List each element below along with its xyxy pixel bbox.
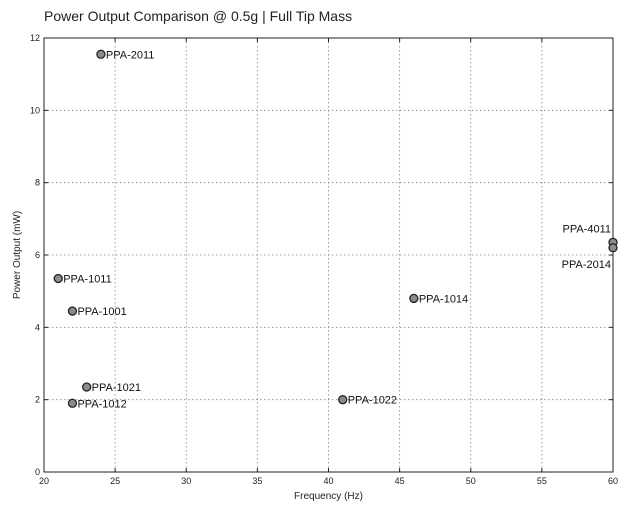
point-label: PPA-2014 xyxy=(562,259,611,271)
data-point xyxy=(53,273,63,284)
grid-lines xyxy=(44,38,613,472)
point-label: PPA-1014 xyxy=(419,293,468,305)
x-tick-label: 20 xyxy=(39,476,49,486)
x-tick-label: 50 xyxy=(466,476,476,486)
y-tick-label: 4 xyxy=(35,322,40,332)
data-point xyxy=(67,398,78,408)
point-label: PPA-1022 xyxy=(348,395,397,407)
point-label: PPA-4011 xyxy=(562,223,611,235)
x-tick-label: 55 xyxy=(537,476,547,486)
point-label: PPA-1021 xyxy=(92,382,141,394)
axis-ticks: 20 25 30 35 40 45 50 55 60 0 2 4 6 8 10 12 xyxy=(30,33,618,486)
y-tick-label: 0 xyxy=(35,467,40,477)
y-axis-label: Power Output (mW) xyxy=(12,211,23,299)
y-tick-label: 6 xyxy=(35,250,40,260)
x-axis-label: Frequency (Hz) xyxy=(294,491,363,502)
data-points: PPA-2011 PPA-1011 PPA-1001 PPA-1014 PPA-1021… xyxy=(53,49,618,410)
y-tick-label: 8 xyxy=(35,178,40,188)
x-tick-label: 45 xyxy=(395,476,405,486)
x-tick-label: 30 xyxy=(181,476,191,486)
x-tick-label: 25 xyxy=(110,476,120,486)
point-label: PPA-1001 xyxy=(77,306,126,318)
data-point xyxy=(82,382,92,392)
data-point xyxy=(608,243,618,253)
point-label: PPA-2011 xyxy=(106,49,155,61)
data-point xyxy=(96,49,106,59)
point-label: PPA-1012 xyxy=(77,398,126,410)
x-tick-label: 40 xyxy=(323,476,333,486)
x-tick-label: 60 xyxy=(608,476,618,486)
y-tick-label: 10 xyxy=(30,105,40,115)
data-point xyxy=(409,293,419,304)
chart-title: Power Output Comparison @ 0.5g | Full Ti… xyxy=(44,8,353,24)
x-tick-label: 35 xyxy=(252,476,262,486)
y-tick-label: 12 xyxy=(30,33,40,43)
data-point xyxy=(67,306,78,316)
data-point xyxy=(338,395,348,405)
point-label: PPA-1011 xyxy=(63,274,112,286)
y-tick-label: 2 xyxy=(35,395,40,405)
